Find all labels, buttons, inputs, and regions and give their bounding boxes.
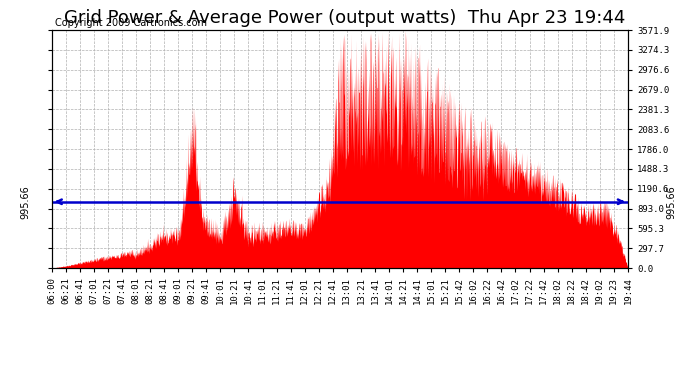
Text: Copyright 2009 Cartronics.com: Copyright 2009 Cartronics.com xyxy=(55,18,206,28)
Text: 995.66: 995.66 xyxy=(666,185,676,219)
Text: 995.66: 995.66 xyxy=(21,185,31,219)
Text: Grid Power & Average Power (output watts)  Thu Apr 23 19:44: Grid Power & Average Power (output watts… xyxy=(64,9,626,27)
